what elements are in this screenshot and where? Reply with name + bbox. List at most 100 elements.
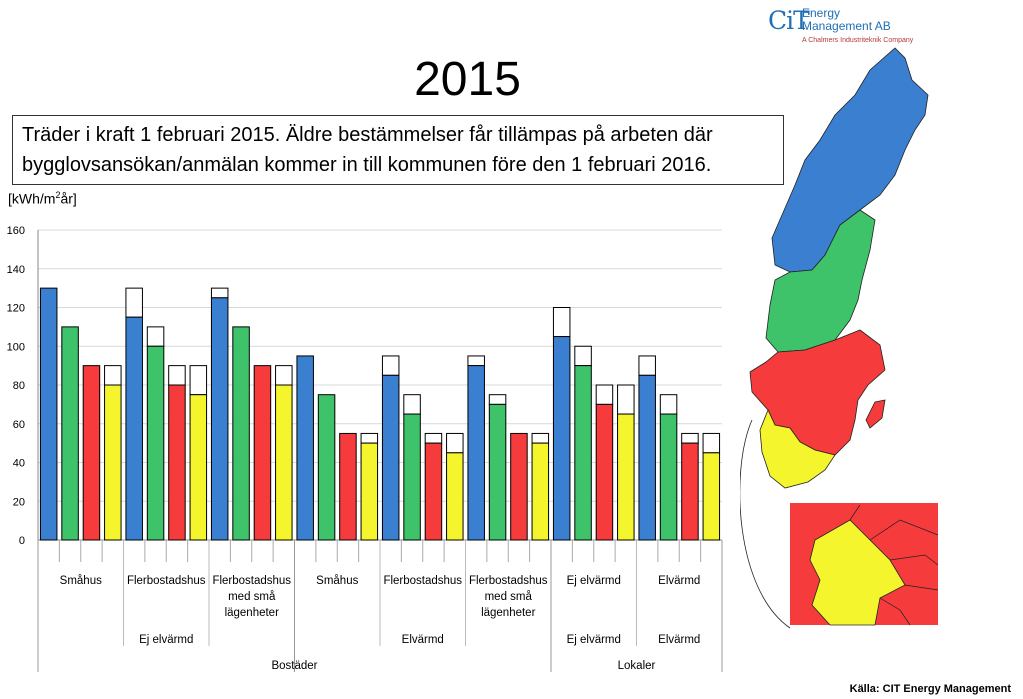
map-zone-yellow (759, 408, 836, 489)
bar-upper-limit (424, 432, 443, 444)
category-label: Småhus (316, 575, 358, 587)
category-label: med små (228, 591, 276, 603)
bar (210, 297, 229, 541)
bar-upper-limit (638, 355, 656, 376)
map-zoom-outline (740, 419, 791, 629)
category-label: med små (485, 591, 533, 603)
bar (638, 374, 656, 541)
category-label: Flerbostadshus (127, 575, 206, 587)
y-tick-label: 120 (7, 303, 25, 315)
bar (381, 374, 400, 541)
bar (317, 394, 336, 541)
bar-upper-limit (403, 394, 421, 415)
bar (125, 316, 143, 541)
bar (253, 365, 272, 541)
bar (61, 326, 79, 541)
category-label: lägenheter (481, 607, 536, 619)
bar (82, 365, 101, 541)
source-note: Källa: CIT Energy Management (849, 683, 1011, 695)
bar-upper-limit (702, 432, 721, 454)
y-tick-label: 140 (7, 264, 25, 276)
bar (168, 384, 186, 541)
y-axis-unit: [kWh/m2år] (8, 190, 77, 207)
building-type-label: Lokaler (618, 660, 656, 672)
bar-upper-limit (595, 384, 614, 405)
heating-type-label: Ej elvärmd (139, 634, 193, 646)
bar (659, 413, 678, 541)
y-tick-label: 0 (19, 535, 25, 547)
bar (104, 384, 122, 541)
bar (510, 432, 528, 541)
bar-upper-limit (531, 432, 550, 444)
bar-upper-limit (659, 394, 678, 415)
bar-upper-limit (189, 365, 208, 396)
y-tick-label: 20 (13, 496, 25, 508)
bar-upper-limit (488, 394, 507, 405)
bar (595, 403, 614, 541)
heating-type-label: Elvärmd (402, 634, 444, 646)
unit-prefix: [kWh/m (8, 190, 56, 207)
map-inset-yellow (809, 519, 906, 626)
unit-sup: 2 (55, 190, 61, 200)
bar-upper-limit (552, 307, 571, 338)
category-label: Flerbostadshus (469, 575, 548, 587)
category-label: Elvärmd (658, 575, 700, 587)
logo-tagline: A Chalmers Industriteknik Company (802, 37, 914, 44)
bar (189, 394, 208, 541)
info-text: Träder i kraft 1 februari 2015. Äldre be… (22, 124, 713, 176)
y-tick-label: 40 (13, 458, 25, 470)
map-inset-borders (849, 504, 939, 626)
bar-upper-limit (104, 365, 122, 386)
map-island (865, 399, 886, 429)
bar (702, 452, 721, 541)
logo-line-2: Management AB (802, 19, 891, 33)
category-label: Flerbostadshus (383, 575, 462, 587)
logo-line-1: Energy (802, 6, 841, 20)
unit-suffix: år] (60, 190, 77, 207)
bar (296, 355, 314, 541)
bar-upper-limit (681, 432, 699, 444)
bar (617, 413, 635, 541)
sweden-climate-zone-map (740, 47, 939, 629)
bar-upper-limit (210, 287, 229, 299)
bar (39, 287, 58, 541)
bar (339, 432, 357, 541)
category-label: Småhus (60, 575, 102, 587)
bar (424, 442, 443, 541)
bar (681, 442, 699, 541)
bar-upper-limit (360, 432, 379, 444)
company-logo: CiT Energy Management AB A Chalmers Indu… (768, 4, 968, 44)
y-tick-label: 100 (7, 341, 25, 353)
info-box: Träder i kraft 1 februari 2015. Äldre be… (12, 115, 784, 185)
bar-upper-limit (168, 365, 186, 386)
heating-type-label: Ej elvärmd (567, 634, 621, 646)
building-type-label: Bostäder (271, 660, 317, 672)
bar-upper-limit (125, 287, 143, 318)
bar (275, 384, 293, 541)
bar (146, 345, 165, 541)
bar (403, 413, 421, 541)
y-tick-label: 160 (7, 225, 25, 237)
bar-upper-limit (146, 326, 165, 347)
bar (488, 403, 507, 541)
bar (446, 452, 464, 541)
category-label: lägenheter (225, 607, 280, 619)
y-tick-label: 80 (13, 380, 25, 392)
bar-upper-limit (275, 365, 293, 386)
y-tick-label: 60 (13, 419, 25, 431)
bar-upper-limit (574, 345, 592, 367)
category-label: Ej elvärmd (567, 575, 621, 587)
bar (531, 442, 550, 541)
bar (552, 336, 571, 541)
heating-type-label: Elvärmd (658, 634, 700, 646)
bar-chart: 0 20 40 60 80 100 120 140 160 Småhus Flerbostadshu… (7, 225, 723, 672)
slide-title: 2015 (414, 53, 521, 106)
bar-upper-limit (381, 355, 400, 376)
bar-upper-limit (467, 355, 485, 367)
bar-upper-limit (446, 432, 464, 454)
bar (232, 326, 250, 541)
bar (574, 365, 592, 541)
bar-upper-limit (617, 384, 635, 415)
category-label: Flerbostadshus (212, 575, 291, 587)
logo-mark: CiT (768, 6, 810, 35)
